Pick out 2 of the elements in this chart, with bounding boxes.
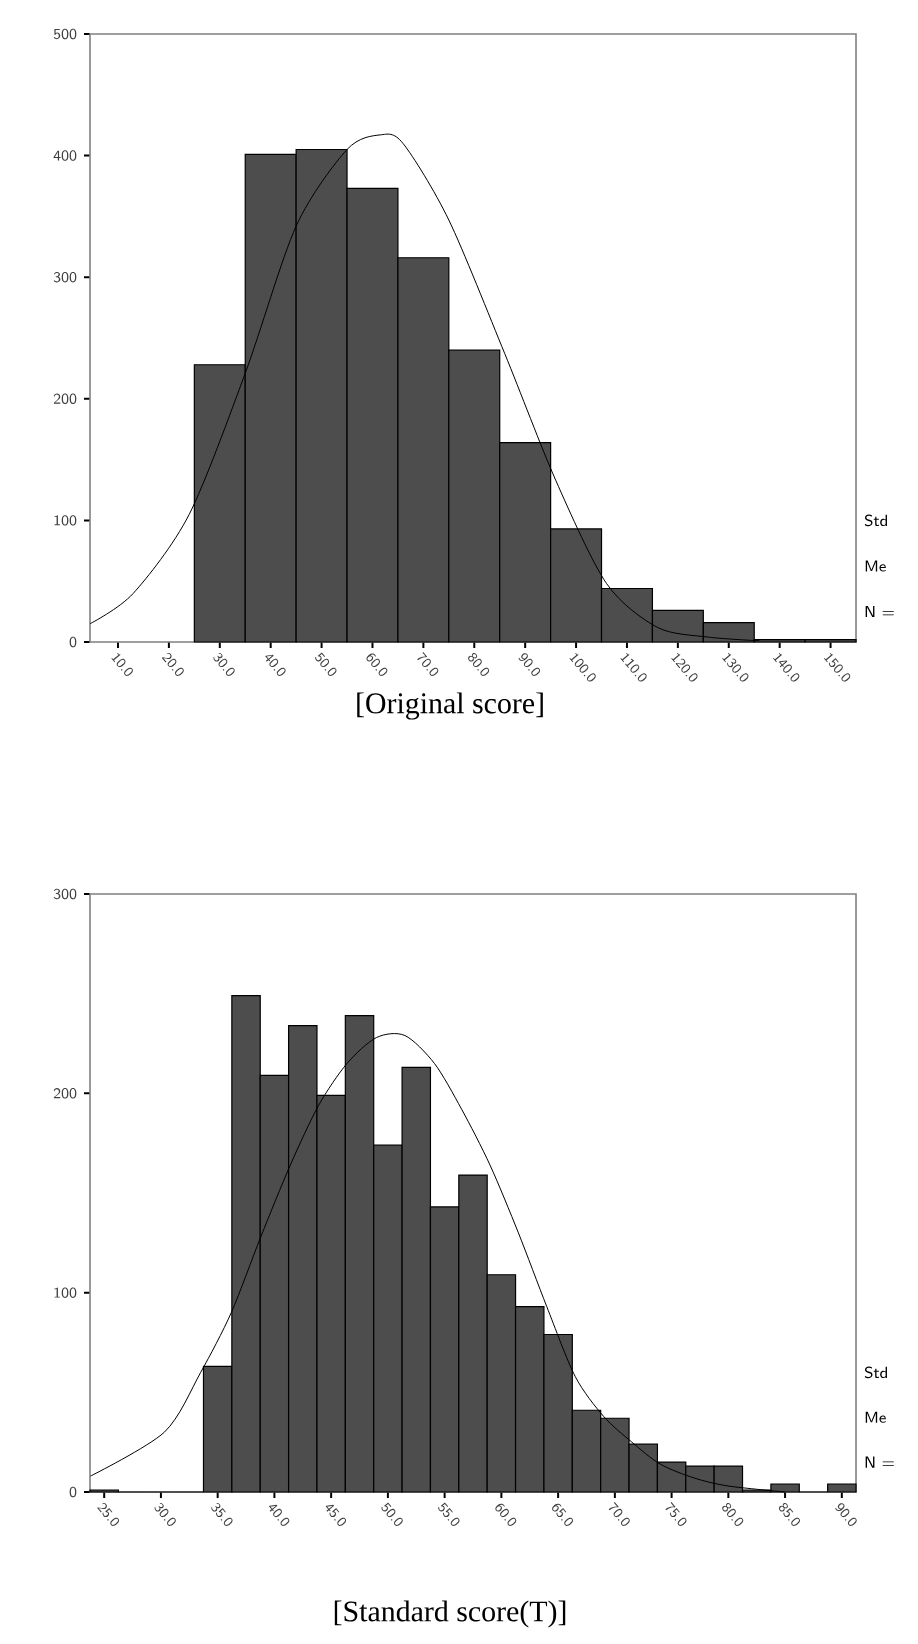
x-axis-title: [Standard score(T)] <box>334 1600 566 1628</box>
x-axis-title: [Original score] <box>357 692 543 720</box>
